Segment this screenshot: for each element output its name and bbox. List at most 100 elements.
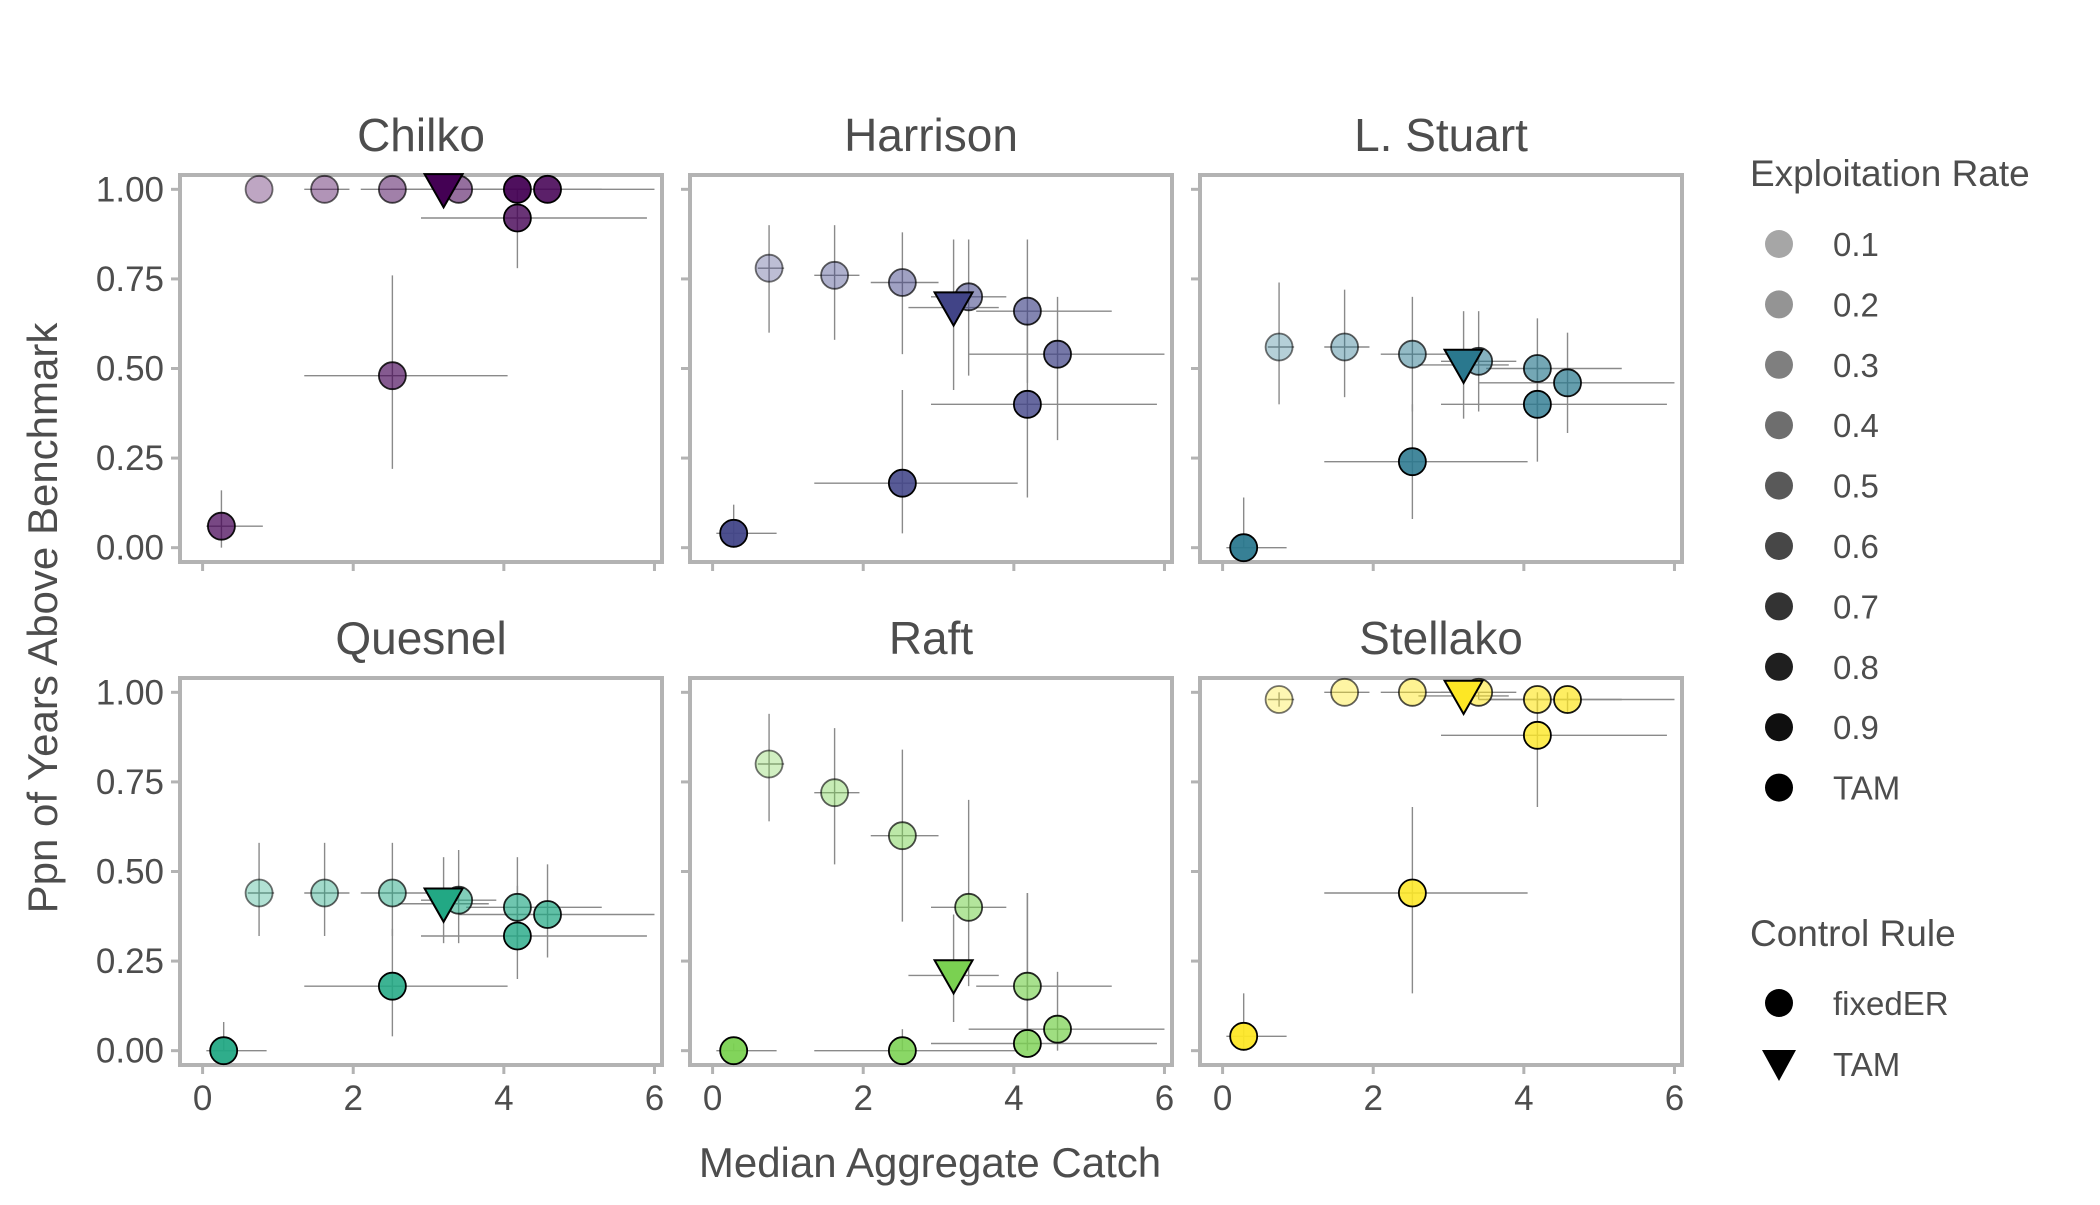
x-axis-label: Median Aggregate Catch xyxy=(699,1139,1161,1186)
y-tick-label: 1.00 xyxy=(96,170,164,209)
data-point-tam xyxy=(422,887,465,924)
x-tick-label: 2 xyxy=(1363,1079,1382,1118)
panel-title: Quesnel xyxy=(335,612,506,664)
data-point-er-0-8 xyxy=(887,1036,917,1066)
x-tick-label: 0 xyxy=(1213,1079,1232,1118)
data-point-er-0-1 xyxy=(754,253,784,283)
x-tick-label: 2 xyxy=(853,1079,872,1118)
data-point-tam xyxy=(932,291,975,328)
legend-swatch xyxy=(1765,230,1793,258)
legend-label: 0.3 xyxy=(1833,347,1879,384)
data-point-er-0-9 xyxy=(503,174,532,204)
data-point-er-0-2 xyxy=(820,260,849,290)
data-point-er-0-2 xyxy=(1330,332,1359,362)
x-tick-label: 4 xyxy=(1004,1079,1023,1118)
data-point-er-0-6 xyxy=(1043,1014,1072,1044)
data-point-er-0-6 xyxy=(1043,339,1072,369)
panel-stellako: Stellako 0 2 4 6 xyxy=(1191,612,1684,1118)
data-point-er-0-1 xyxy=(754,749,784,779)
panel-border xyxy=(688,173,1174,564)
data-point-tam xyxy=(422,173,465,210)
legend-swatch xyxy=(1765,713,1793,742)
y-tick-label: 0.75 xyxy=(96,260,164,299)
legend-label: 0.6 xyxy=(1833,528,1879,565)
data-point-er-0-5 xyxy=(503,892,532,922)
data-point-er-0-2 xyxy=(1330,677,1359,707)
data-point-er-0-2 xyxy=(310,174,340,204)
legend-label: 0.9 xyxy=(1833,709,1879,746)
legend-label: 0.5 xyxy=(1833,468,1879,505)
panel-raft: Raft 0 2 4 6 xyxy=(681,612,1174,1118)
data-point-er-0-4 xyxy=(954,892,984,922)
data-point-er-0-6 xyxy=(1553,685,1582,714)
y-axis-label: Ppn of Years Above Benchmark xyxy=(19,322,66,914)
legend-label: 0.7 xyxy=(1833,588,1879,625)
panel-border xyxy=(1198,676,1684,1067)
legend-swatch-triangle xyxy=(1762,1050,1796,1081)
data-point-er-0-2 xyxy=(820,778,849,808)
x-tick-label: 2 xyxy=(343,1079,362,1118)
data-point-er-0-9 xyxy=(719,1036,749,1066)
y-tick-label: 0.25 xyxy=(96,439,164,478)
data-point-er-0-7 xyxy=(503,203,532,233)
legend-swatch-circle xyxy=(1765,989,1793,1017)
data-point-er-0-9 xyxy=(1229,533,1259,563)
data-point-er-0-2 xyxy=(310,878,340,908)
legend-swatch xyxy=(1765,411,1793,440)
data-point-er-0-7 xyxy=(1523,389,1552,419)
panel-l-stuart: L. Stuart xyxy=(1191,109,1684,571)
y-tick-label: 0.00 xyxy=(96,529,164,568)
data-point-er-0-3 xyxy=(1397,339,1427,369)
panel-harrison: Harrison xyxy=(681,109,1174,571)
legend-title-control-rule: Control Rule xyxy=(1750,913,1956,954)
data-point-er-0-5 xyxy=(1013,971,1042,1001)
y-tick-label: 0.00 xyxy=(96,1032,164,1071)
legend-label: TAM xyxy=(1833,770,1900,807)
y-tick-label: 0.50 xyxy=(96,853,164,892)
panel-title: Stellako xyxy=(1359,612,1523,664)
panel-border xyxy=(178,173,664,564)
panel-title: L. Stuart xyxy=(1354,109,1528,161)
legend-label: 0.1 xyxy=(1833,226,1879,263)
x-tick-label: 6 xyxy=(1155,1079,1174,1118)
data-point-er-0-7 xyxy=(1013,389,1042,419)
panel-quesnel: Quesnel 0.00 0.25 0.50 0.75 1.00 0 2 4 6 xyxy=(96,612,664,1118)
legend-swatch xyxy=(1765,290,1793,319)
legend-label: 0.2 xyxy=(1833,286,1879,323)
y-tick-label: 0.50 xyxy=(96,350,164,389)
legend-label: 0.8 xyxy=(1833,649,1879,686)
data-point-er-0-8 xyxy=(377,971,407,1001)
legend-swatch xyxy=(1765,471,1793,500)
data-point-tam xyxy=(1442,348,1485,385)
data-point-er-0-8 xyxy=(1397,447,1427,477)
panel-title: Harrison xyxy=(844,109,1018,161)
data-point-er-0-5 xyxy=(1013,296,1042,326)
y-tick-label: 1.00 xyxy=(96,673,164,712)
data-point-er-0-1 xyxy=(1264,685,1294,714)
legend-swatch xyxy=(1765,350,1793,379)
data-point-er-0-9 xyxy=(209,1036,239,1066)
x-tick-label: 0 xyxy=(193,1079,212,1118)
data-point-er-0-3 xyxy=(887,821,917,851)
legend-swatch xyxy=(1765,532,1793,560)
legend-label: TAM xyxy=(1833,1046,1900,1083)
panel-border xyxy=(178,676,664,1067)
legend-swatch xyxy=(1765,652,1793,681)
data-point-er-0-7 xyxy=(503,921,532,951)
data-point-er-0-6 xyxy=(1553,368,1582,398)
x-tick-label: 6 xyxy=(645,1079,664,1118)
legend-swatch xyxy=(1765,773,1793,802)
data-point-er-0-8 xyxy=(887,468,917,498)
data-point-er-0-5 xyxy=(1523,354,1552,383)
x-tick-label: 4 xyxy=(1514,1079,1533,1118)
y-tick-label: 0.75 xyxy=(96,763,164,802)
legend-swatch xyxy=(1765,592,1793,621)
legend-label: 0.4 xyxy=(1833,407,1879,444)
data-point-er-0-6 xyxy=(533,900,562,929)
data-point-er-0-7 xyxy=(1523,720,1552,750)
data-point-er-0-3 xyxy=(1397,677,1427,707)
x-tick-label: 4 xyxy=(494,1079,513,1118)
panel-title: Raft xyxy=(889,612,974,664)
